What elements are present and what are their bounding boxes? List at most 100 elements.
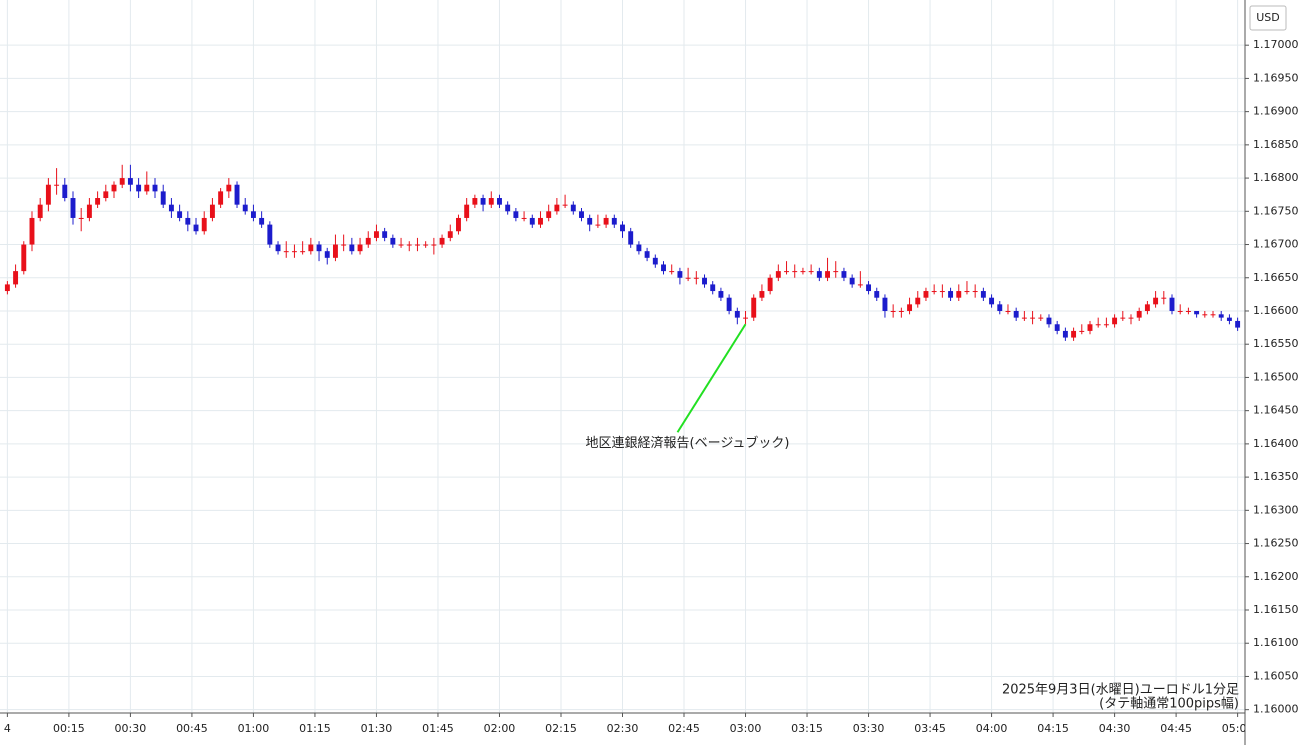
annotation: 地区連銀経済報告(ベージュブック): [586, 435, 790, 451]
candle-body: [267, 224, 273, 245]
x-tick-label: 02:45: [668, 722, 700, 735]
candle-body: [29, 217, 35, 245]
candle-body: [324, 251, 330, 258]
x-tick-label: 04:45: [1160, 722, 1192, 735]
y-tick-label: 1.16250: [1253, 537, 1299, 550]
candle-body: [1005, 310, 1011, 312]
candle-body: [529, 217, 535, 225]
x-tick-label: 03:00: [730, 722, 762, 735]
candle-body: [628, 231, 634, 245]
candle-body: [1177, 310, 1183, 312]
x-tick-labels: 4 00:15 00:30 00:45 01:00 01:15 01:30 01:45 02:0…: [4, 722, 1245, 735]
candle-body: [1013, 310, 1019, 318]
candle-body: [857, 284, 863, 286]
candle-body: [505, 204, 511, 212]
candle-body: [644, 251, 650, 258]
candle-body: [259, 217, 265, 225]
candle-body: [1071, 330, 1077, 338]
candle-body: [882, 297, 888, 311]
candle-body: [931, 291, 937, 293]
candle-body: [357, 244, 363, 252]
candle-body: [767, 277, 773, 292]
candle-body: [784, 271, 789, 273]
x-tick-label: 04:15: [1037, 722, 1069, 735]
candle-body: [300, 251, 306, 253]
candle-body: [964, 291, 970, 293]
x-tick-label: 02:30: [607, 722, 639, 735]
candle-body: [242, 204, 248, 212]
candle-body: [677, 271, 683, 278]
candle-body: [382, 231, 388, 238]
candle-body: [78, 217, 84, 219]
candle-body: [390, 237, 396, 245]
candle-body: [874, 291, 880, 298]
candle-body: [86, 204, 92, 218]
candle-body: [611, 217, 617, 225]
x-tick-label: 00:30: [115, 722, 147, 735]
candle-body: [980, 291, 986, 298]
candle-body: [775, 271, 781, 278]
candle-body: [587, 217, 593, 225]
y-tick-label: 1.16950: [1253, 71, 1299, 84]
candle-body: [759, 291, 765, 298]
y-tick-label: 1.16550: [1253, 337, 1299, 350]
x-tick-label: 00:45: [176, 722, 208, 735]
candle-body: [177, 211, 183, 218]
candle-body: [726, 297, 732, 311]
candle-body: [488, 198, 494, 205]
candle-body: [636, 244, 642, 252]
candle-body: [972, 291, 978, 293]
candle-body: [398, 244, 404, 246]
y-tick-label: 1.16300: [1253, 503, 1299, 516]
candle-body: [144, 184, 150, 192]
y-tick-label: 1.16150: [1253, 603, 1299, 616]
candle-body: [948, 291, 954, 298]
candle-body: [349, 244, 355, 252]
candle-body: [1103, 324, 1109, 326]
candle-body: [103, 191, 109, 199]
candle-body: [939, 291, 945, 293]
y-tick-label: 1.16600: [1253, 304, 1299, 317]
candle-body: [13, 271, 19, 285]
x-tick-label: 03:45: [914, 722, 946, 735]
x-tick-label: 00:15: [53, 722, 85, 735]
candle-body: [152, 184, 158, 192]
candle-body: [554, 204, 560, 212]
candle-body: [291, 251, 297, 253]
candle-body: [546, 211, 552, 218]
candle-body: [127, 178, 133, 185]
candle-body: [800, 271, 806, 273]
candle-body: [652, 257, 658, 265]
candle-body: [833, 271, 839, 273]
y-tick-label: 1.16200: [1253, 570, 1299, 583]
candle-body: [1169, 297, 1175, 311]
x-tick-label: 02:00: [484, 722, 516, 735]
x-tick-label: 02:15: [545, 722, 577, 735]
candle-body: [472, 198, 478, 205]
candle-body: [1087, 324, 1093, 331]
candle-body: [160, 191, 166, 205]
candle-body: [702, 277, 707, 285]
candle-body: [21, 244, 27, 272]
candle-body: [316, 244, 322, 252]
candle-body: [1210, 314, 1216, 316]
candle-body: [1128, 317, 1134, 319]
candle-body: [308, 244, 314, 252]
candle-body: [923, 291, 929, 298]
candle-body: [1038, 317, 1044, 319]
x-tick-label: 04:30: [1099, 722, 1131, 735]
candle-body: [497, 198, 502, 205]
candle-body: [37, 204, 43, 218]
y-tick-label: 1.16500: [1253, 370, 1299, 383]
candle-body: [1161, 297, 1167, 299]
y-tick-label: 1.16050: [1253, 669, 1299, 682]
candle-body: [603, 217, 609, 225]
candle-body: [1112, 317, 1118, 325]
candle-body: [70, 198, 76, 218]
candle-body: [218, 191, 224, 205]
candle-body: [373, 231, 379, 238]
candle-body: [513, 211, 519, 218]
x-tick-label: 4: [4, 722, 11, 735]
